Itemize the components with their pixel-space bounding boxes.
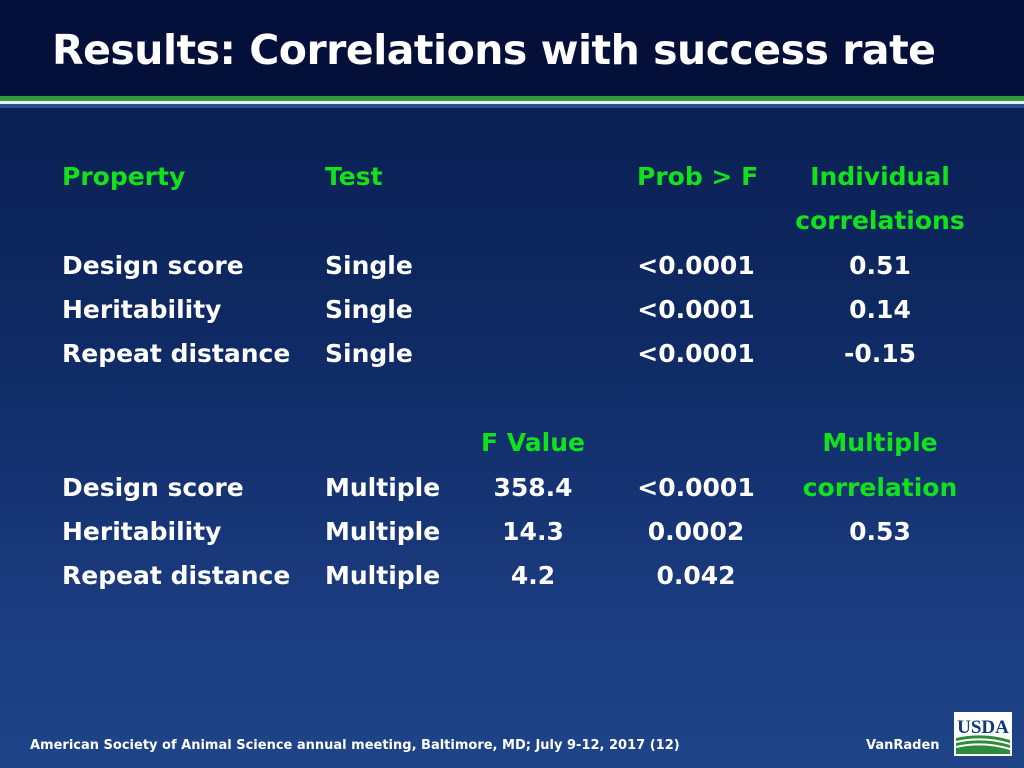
- row5-test: Multiple: [325, 517, 441, 546]
- footer-author: VanRaden: [866, 738, 940, 753]
- row6-prob: 0.042: [656, 561, 736, 590]
- row1-corr: 0.51: [849, 251, 911, 280]
- header-divider-white: [0, 101, 1024, 104]
- row1-prob: <0.0001: [637, 251, 755, 280]
- row2-property: Heritability: [62, 295, 222, 324]
- usda-logo-icon: USDA: [954, 712, 1012, 756]
- row5-property: Heritability: [62, 517, 222, 546]
- header-correlation: correlation: [802, 473, 958, 502]
- header-divider-green: [0, 96, 1024, 101]
- row1-property: Design score: [62, 251, 244, 280]
- row3-test: Single: [325, 339, 413, 368]
- row2-prob: <0.0001: [637, 295, 755, 324]
- row3-property: Repeat distance: [62, 339, 291, 368]
- footer-citation: American Society of Animal Science annua…: [30, 738, 680, 753]
- row4-property: Design score: [62, 473, 244, 502]
- row6-property: Repeat distance: [62, 561, 291, 590]
- header-property: Property: [62, 162, 186, 191]
- row6-test: Multiple: [325, 561, 441, 590]
- header-test: Test: [325, 162, 383, 191]
- header-prob: Prob > F: [637, 162, 759, 191]
- row5-corr: 0.53: [849, 517, 911, 546]
- row3-corr: -0.15: [843, 339, 917, 368]
- row1-test: Single: [325, 251, 413, 280]
- row4-fvalue: 358.4: [493, 473, 573, 502]
- row6-fvalue: 4.2: [510, 561, 556, 590]
- slide-title: Results: Correlations with success rate: [52, 26, 936, 74]
- usda-logo-text: USDA: [957, 717, 1009, 738]
- row2-corr: 0.14: [849, 295, 911, 324]
- header-fvalue: F Value: [481, 428, 585, 457]
- header-multiple: Multiple: [822, 428, 938, 457]
- header-individual: Individual: [810, 162, 950, 191]
- row4-prob: <0.0001: [637, 473, 755, 502]
- row5-fvalue: 14.3: [502, 517, 564, 546]
- header-divider-blue: [0, 104, 1024, 108]
- header-correlations: correlations: [795, 206, 965, 235]
- slide-header: Results: Correlations with success rate: [0, 0, 1024, 96]
- row2-test: Single: [325, 295, 413, 324]
- row4-test: Multiple: [325, 473, 441, 502]
- row5-prob: 0.0002: [647, 517, 745, 546]
- row3-prob: <0.0001: [637, 339, 755, 368]
